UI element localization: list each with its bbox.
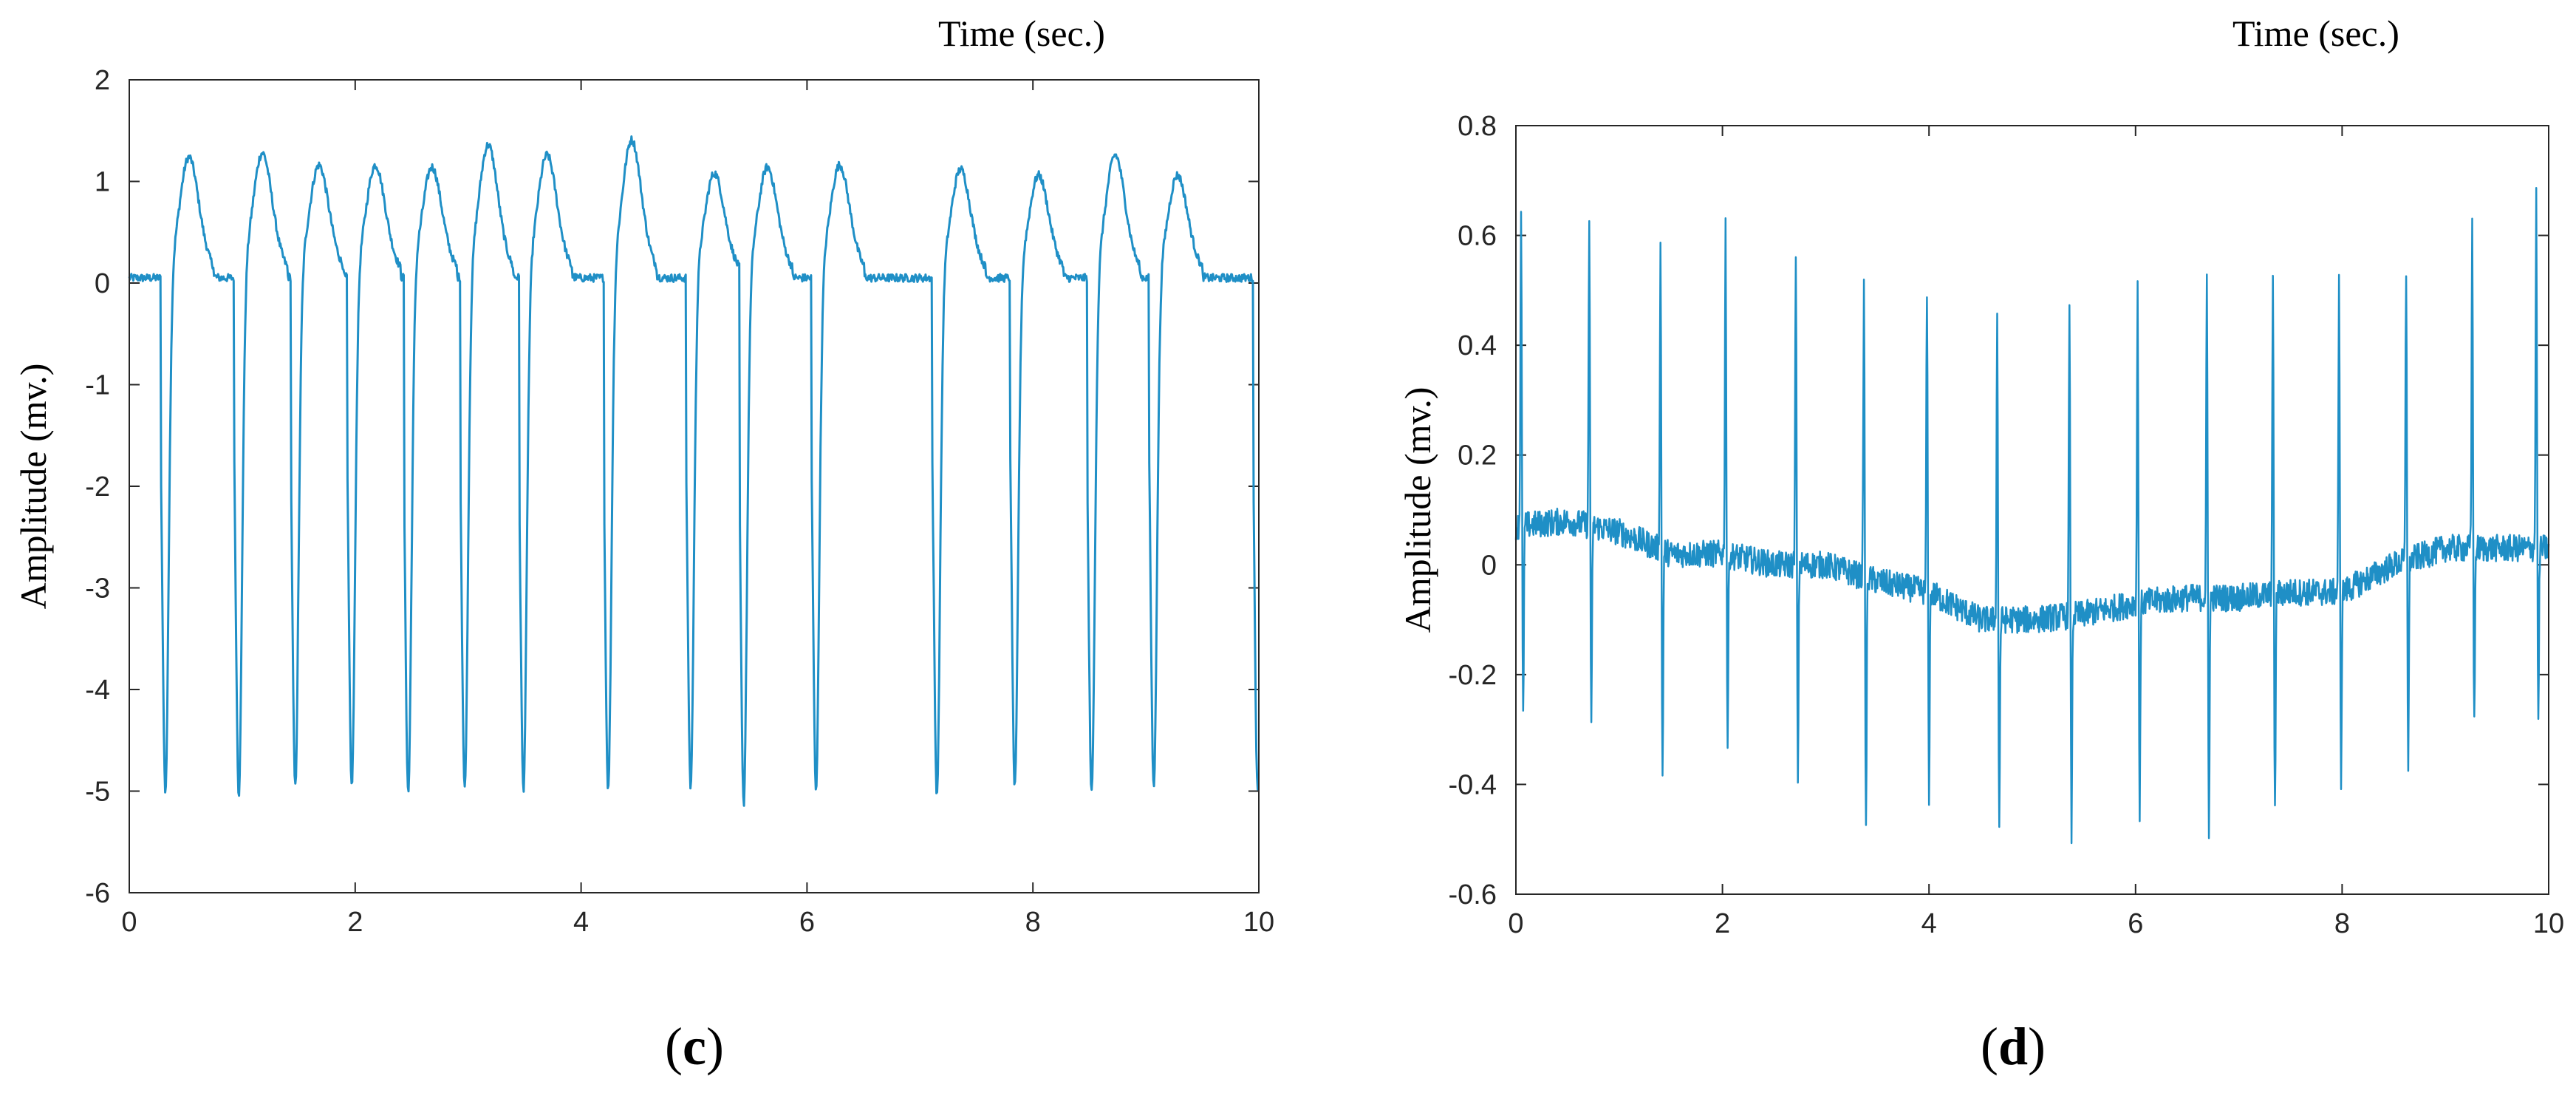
- panel-d-y-tick-labels: -0.6 -0.4 -0.2 0 0.2 0.4 0.6 0.8: [1449, 111, 1497, 910]
- panel-c-y-tick-label-8: 2: [95, 65, 110, 96]
- panel-d: -0.6 -0.4 -0.2 0 0.2 0.4 0.6 0.8 0 2 4 6 8 10 Time (…: [1397, 13, 2564, 1076]
- panel-c-y-tick-labels: -6 -5 -4 -3 -2 -1 0 1 2: [85, 65, 110, 909]
- panel-c-x-tick-label-3: 6: [799, 907, 815, 938]
- panel-c-axes-frame: [129, 79, 1260, 893]
- panel-c: -6 -5 -4 -3 -2 -1 0 1 2 0 2 4 6 8 10 Time (sec.) Ampl…: [13, 13, 1274, 1076]
- panel-d-y-tick-label-3: 0: [1481, 550, 1497, 581]
- panel-d-y-tick-label-2: -0.2: [1449, 660, 1497, 691]
- panel-d-y-tick-label-0: -0.6: [1449, 879, 1497, 910]
- panel-c-y-tick-label-7: 1: [95, 167, 110, 198]
- panel-d-letter: d: [1998, 1017, 2028, 1076]
- panel-d-x-tick-label-0: 0: [1508, 908, 1523, 939]
- panel-c-y-tick-label-1: -5: [85, 777, 110, 808]
- panel-d-y-tick-label-7: 0.8: [1458, 111, 1497, 142]
- panel-d-x-tick-label-4: 8: [2334, 908, 2350, 939]
- panel-d-y-tick-label-1: -0.4: [1449, 769, 1497, 800]
- panel-d-x-tick-label-2: 4: [1921, 908, 1937, 939]
- panel-d-label: (d): [1981, 1017, 2046, 1076]
- panel-c-x-tick-labels: 0 2 4 6 8 10: [121, 907, 1274, 938]
- panel-c-y-tick-label-5: -1: [85, 370, 110, 401]
- panel-c-x-axis-title: Time (sec.): [938, 13, 1105, 54]
- panel-c-letter: c: [683, 1017, 706, 1076]
- panel-d-axes-frame: [1515, 125, 2549, 895]
- panel-c-y-tick-label-3: -3: [85, 573, 110, 605]
- panel-d-y-tick-label-6: 0.6: [1458, 221, 1497, 252]
- panel-c-x-tick-label-0: 0: [121, 907, 137, 938]
- panel-c-x-tick-label-1: 2: [347, 907, 363, 938]
- panel-d-plot-area: [1516, 126, 2549, 894]
- panel-d-paren-close: ): [2028, 1017, 2046, 1076]
- panel-d-y-tick-label-5: 0.4: [1458, 330, 1497, 361]
- panel-d-y-axis-title: Amplitude (mv.): [1397, 387, 1438, 633]
- panel-c-label: (c): [665, 1017, 724, 1076]
- panel-c-x-tick-label-2: 4: [573, 907, 589, 938]
- panel-d-x-tick-label-3: 6: [2128, 908, 2143, 939]
- panel-c-y-tick-label-2: -4: [85, 675, 110, 706]
- panel-d-paren-open: (: [1981, 1017, 1998, 1076]
- panel-c-paren-open: (: [665, 1017, 683, 1076]
- panel-d-x-tick-label-5: 10: [2533, 908, 2564, 939]
- panel-c-signal-line: [128, 135, 1260, 807]
- panel-d-x-tick-labels: 0 2 4 6 8 10: [1508, 908, 2564, 939]
- panel-c-y-tick-label-0: -6: [85, 878, 110, 909]
- panel-d-x-axis-title: Time (sec.): [2232, 13, 2399, 54]
- panel-c-y-tick-label-4: -2: [85, 471, 110, 503]
- panel-c-x-tick-label-4: 8: [1025, 907, 1041, 938]
- panel-d-x-tick-label-1: 2: [1715, 908, 1730, 939]
- panel-c-y-tick-label-6: 0: [95, 268, 110, 299]
- panel-d-y-tick-label-4: 0.2: [1458, 440, 1497, 471]
- panel-d-signal-line: [1514, 186, 2550, 845]
- panel-c-paren-close: ): [706, 1017, 724, 1076]
- panel-c-x-tick-label-5: 10: [1243, 907, 1274, 938]
- panel-c-y-axis-title: Amplitude (mv.): [13, 364, 54, 610]
